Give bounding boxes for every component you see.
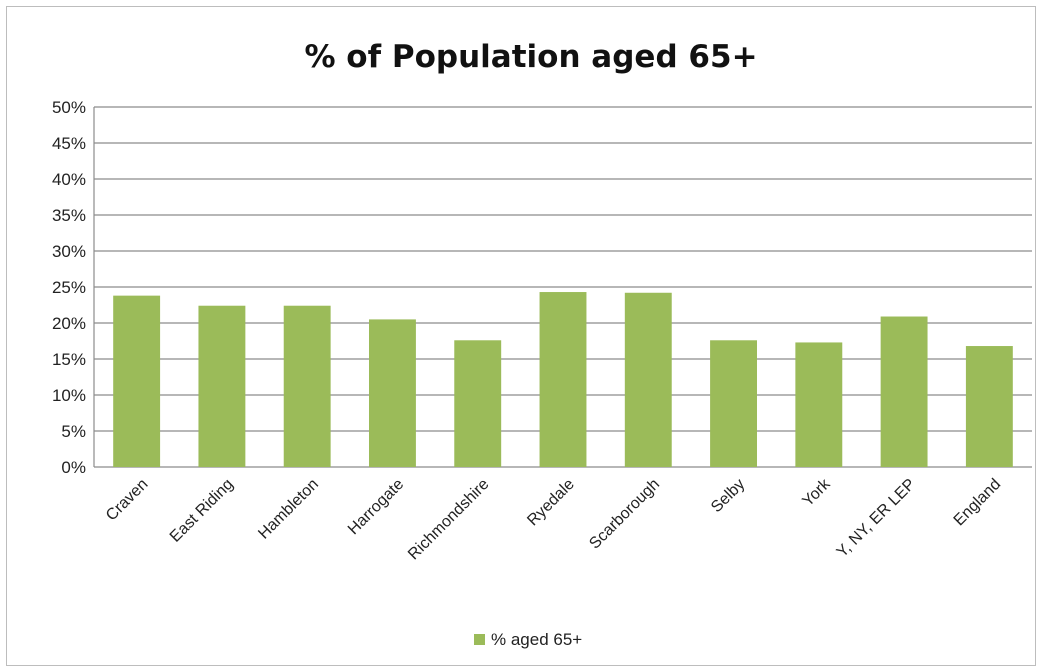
y-tick-label: 40%	[52, 170, 86, 189]
bars	[113, 292, 1013, 467]
x-axis-labels: Craven East Riding Hambleton HarrogateRichm…	[103, 475, 1004, 563]
y-tick-label: 15%	[52, 350, 86, 369]
y-tick-label: 50%	[52, 98, 86, 117]
x-tick-label: York	[799, 475, 834, 510]
bar-richmondshire	[454, 340, 502, 467]
chart-title: % of Population aged 65+	[304, 39, 757, 75]
bar-england	[965, 346, 1013, 467]
chart-frame: % of Population aged 65+ 0% 5% 10% 15% 20% 25…	[6, 6, 1036, 666]
bar-york	[795, 342, 843, 467]
legend-label: % aged 65+	[491, 630, 582, 649]
x-tick-label: Scarborough	[586, 476, 663, 553]
y-tick-label: 30%	[52, 242, 86, 261]
bar-y-ny-er-lep	[880, 316, 928, 467]
x-tick-label: East Riding	[167, 476, 237, 546]
y-axis-ticks: 0% 5% 10% 15% 20% 25% 30% 35% 40% 45% 50%	[52, 98, 86, 477]
y-tick-label: 25%	[52, 278, 86, 297]
bar-selby	[710, 340, 757, 467]
x-tick-label: Ryedale	[524, 476, 578, 530]
bar-scarborough	[624, 292, 672, 467]
y-tick-label: 20%	[52, 314, 86, 333]
bar-east-riding	[198, 305, 246, 467]
bar-chart: % of Population aged 65+ 0% 5% 10% 15% 20% 25…	[52, 39, 1032, 649]
y-tick-label: 35%	[52, 206, 86, 225]
y-tick-label: 5%	[61, 422, 86, 441]
x-tick-label: Craven	[103, 476, 151, 524]
bar-hambleton	[283, 305, 331, 467]
y-tick-label: 10%	[52, 386, 86, 405]
y-tick-label: 0%	[61, 458, 86, 477]
bar-ryedale	[539, 292, 587, 467]
x-tick-label: Richmondshire	[405, 476, 493, 564]
x-tick-label: Harrogate	[345, 476, 407, 538]
x-tick-label: England	[951, 476, 1005, 530]
y-tick-label: 45%	[52, 134, 86, 153]
x-tick-label: Selby	[708, 476, 748, 516]
x-tick-label: Hambleton	[255, 476, 322, 543]
legend-swatch	[474, 634, 485, 645]
bar-harrogate	[369, 319, 416, 467]
legend: % aged 65+	[474, 630, 582, 649]
bar-craven	[113, 295, 161, 467]
x-tick-label: Y, NY, ER LEP	[834, 476, 919, 561]
